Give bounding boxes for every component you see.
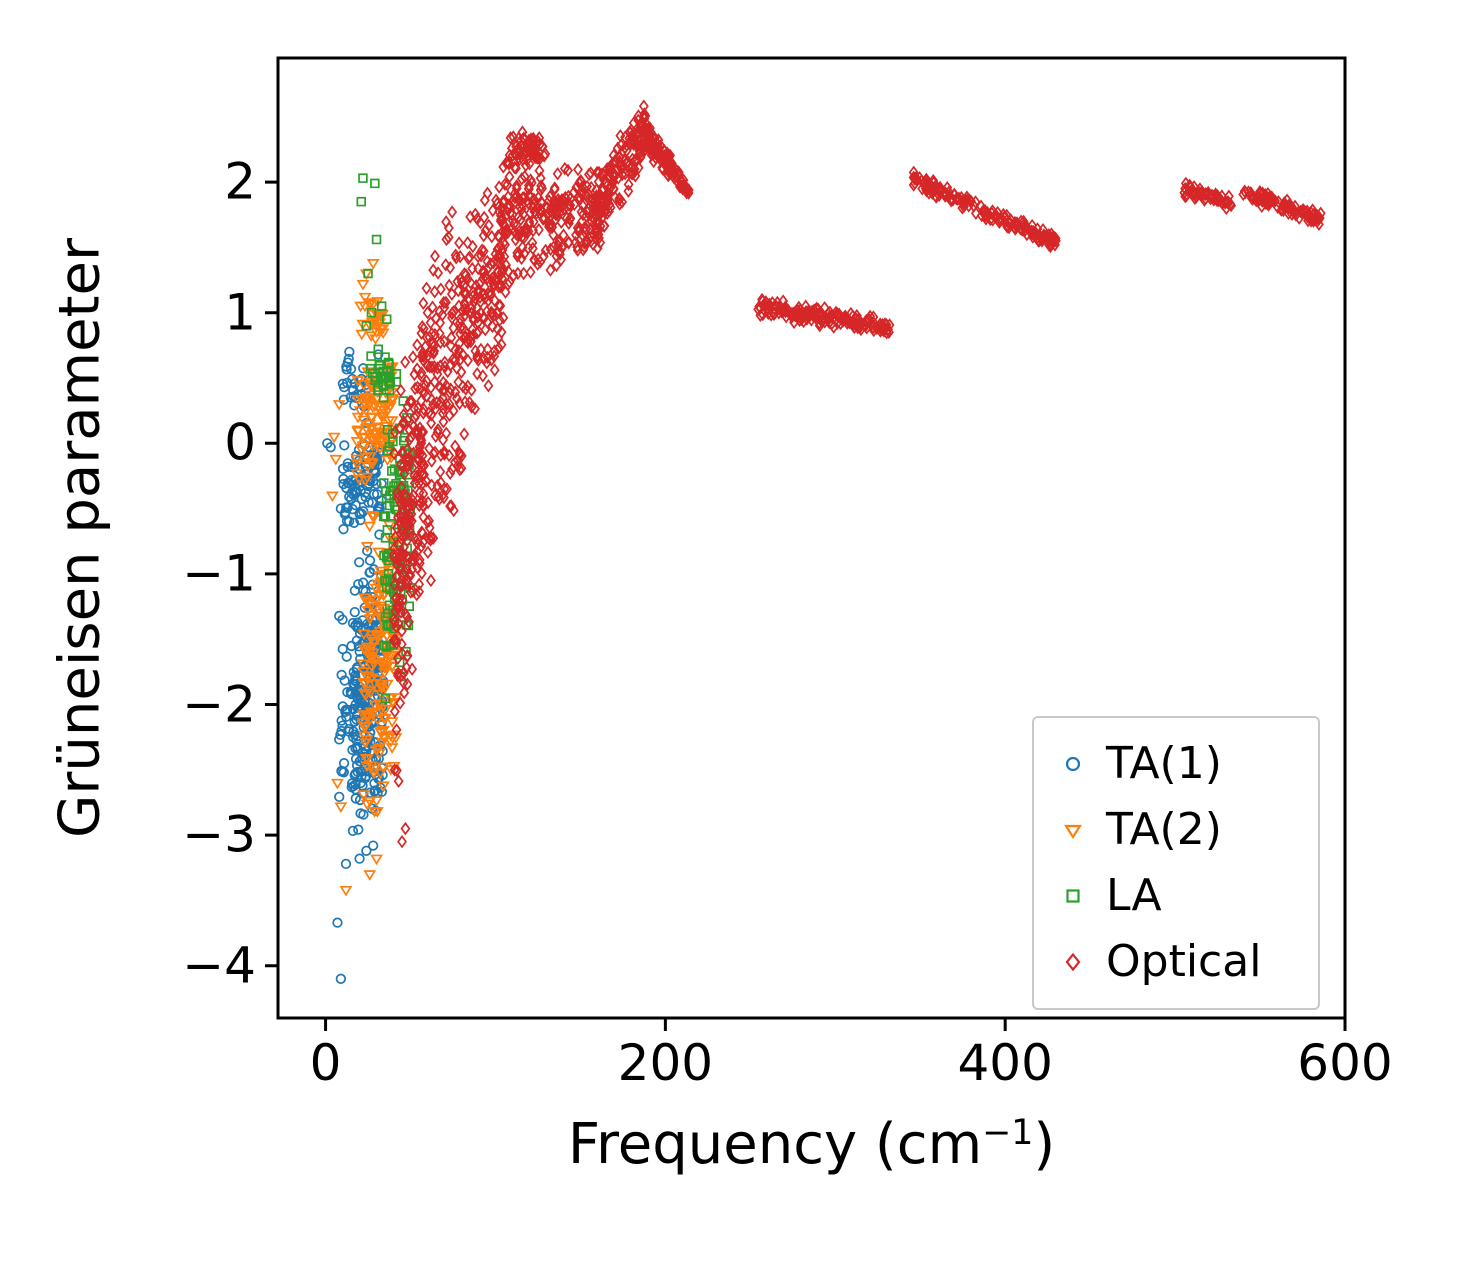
legend: TA(1) TA(2) LA Optical [1032,716,1320,1010]
y-tick-label: 0 [224,413,256,472]
y-tick-label: −2 [182,675,256,734]
x-tick-label: 600 [1297,1034,1393,1092]
y-tick-label: 2 [224,152,256,211]
legend-entry-optical: Optical [1056,934,1296,990]
x-axis-label-superscript: −1 [982,1112,1034,1153]
x-tick-label: 400 [957,1034,1053,1092]
legend-entry-ta2: TA(2) [1056,802,1296,858]
ta2-marker-icon [1063,824,1083,840]
legend-label-la: LA [1106,870,1162,921]
y-tick-label: −4 [182,936,256,995]
legend-label-ta2: TA(2) [1106,804,1222,855]
x-axis-label-text: Frequency (cm [567,1112,983,1177]
x-axis-label-suffix: ) [1033,1112,1056,1177]
y-tick-label: −3 [182,805,256,864]
y-tick-label: −1 [182,544,256,603]
x-tick-label: 200 [617,1034,714,1092]
x-tick-label: 0 [309,1034,342,1092]
la-marker-icon [1066,889,1080,903]
optical-marker-icon [1065,952,1081,972]
legend-label-optical: Optical [1106,936,1262,987]
ta1-marker-icon [1065,756,1081,772]
y-tick-label: 1 [224,283,256,342]
x-axis-label: Frequency (cm−1) [278,1112,1345,1177]
legend-entry-la: LA [1056,868,1296,924]
legend-label-ta1: TA(1) [1106,738,1222,789]
legend-entry-ta1: TA(1) [1056,736,1296,792]
